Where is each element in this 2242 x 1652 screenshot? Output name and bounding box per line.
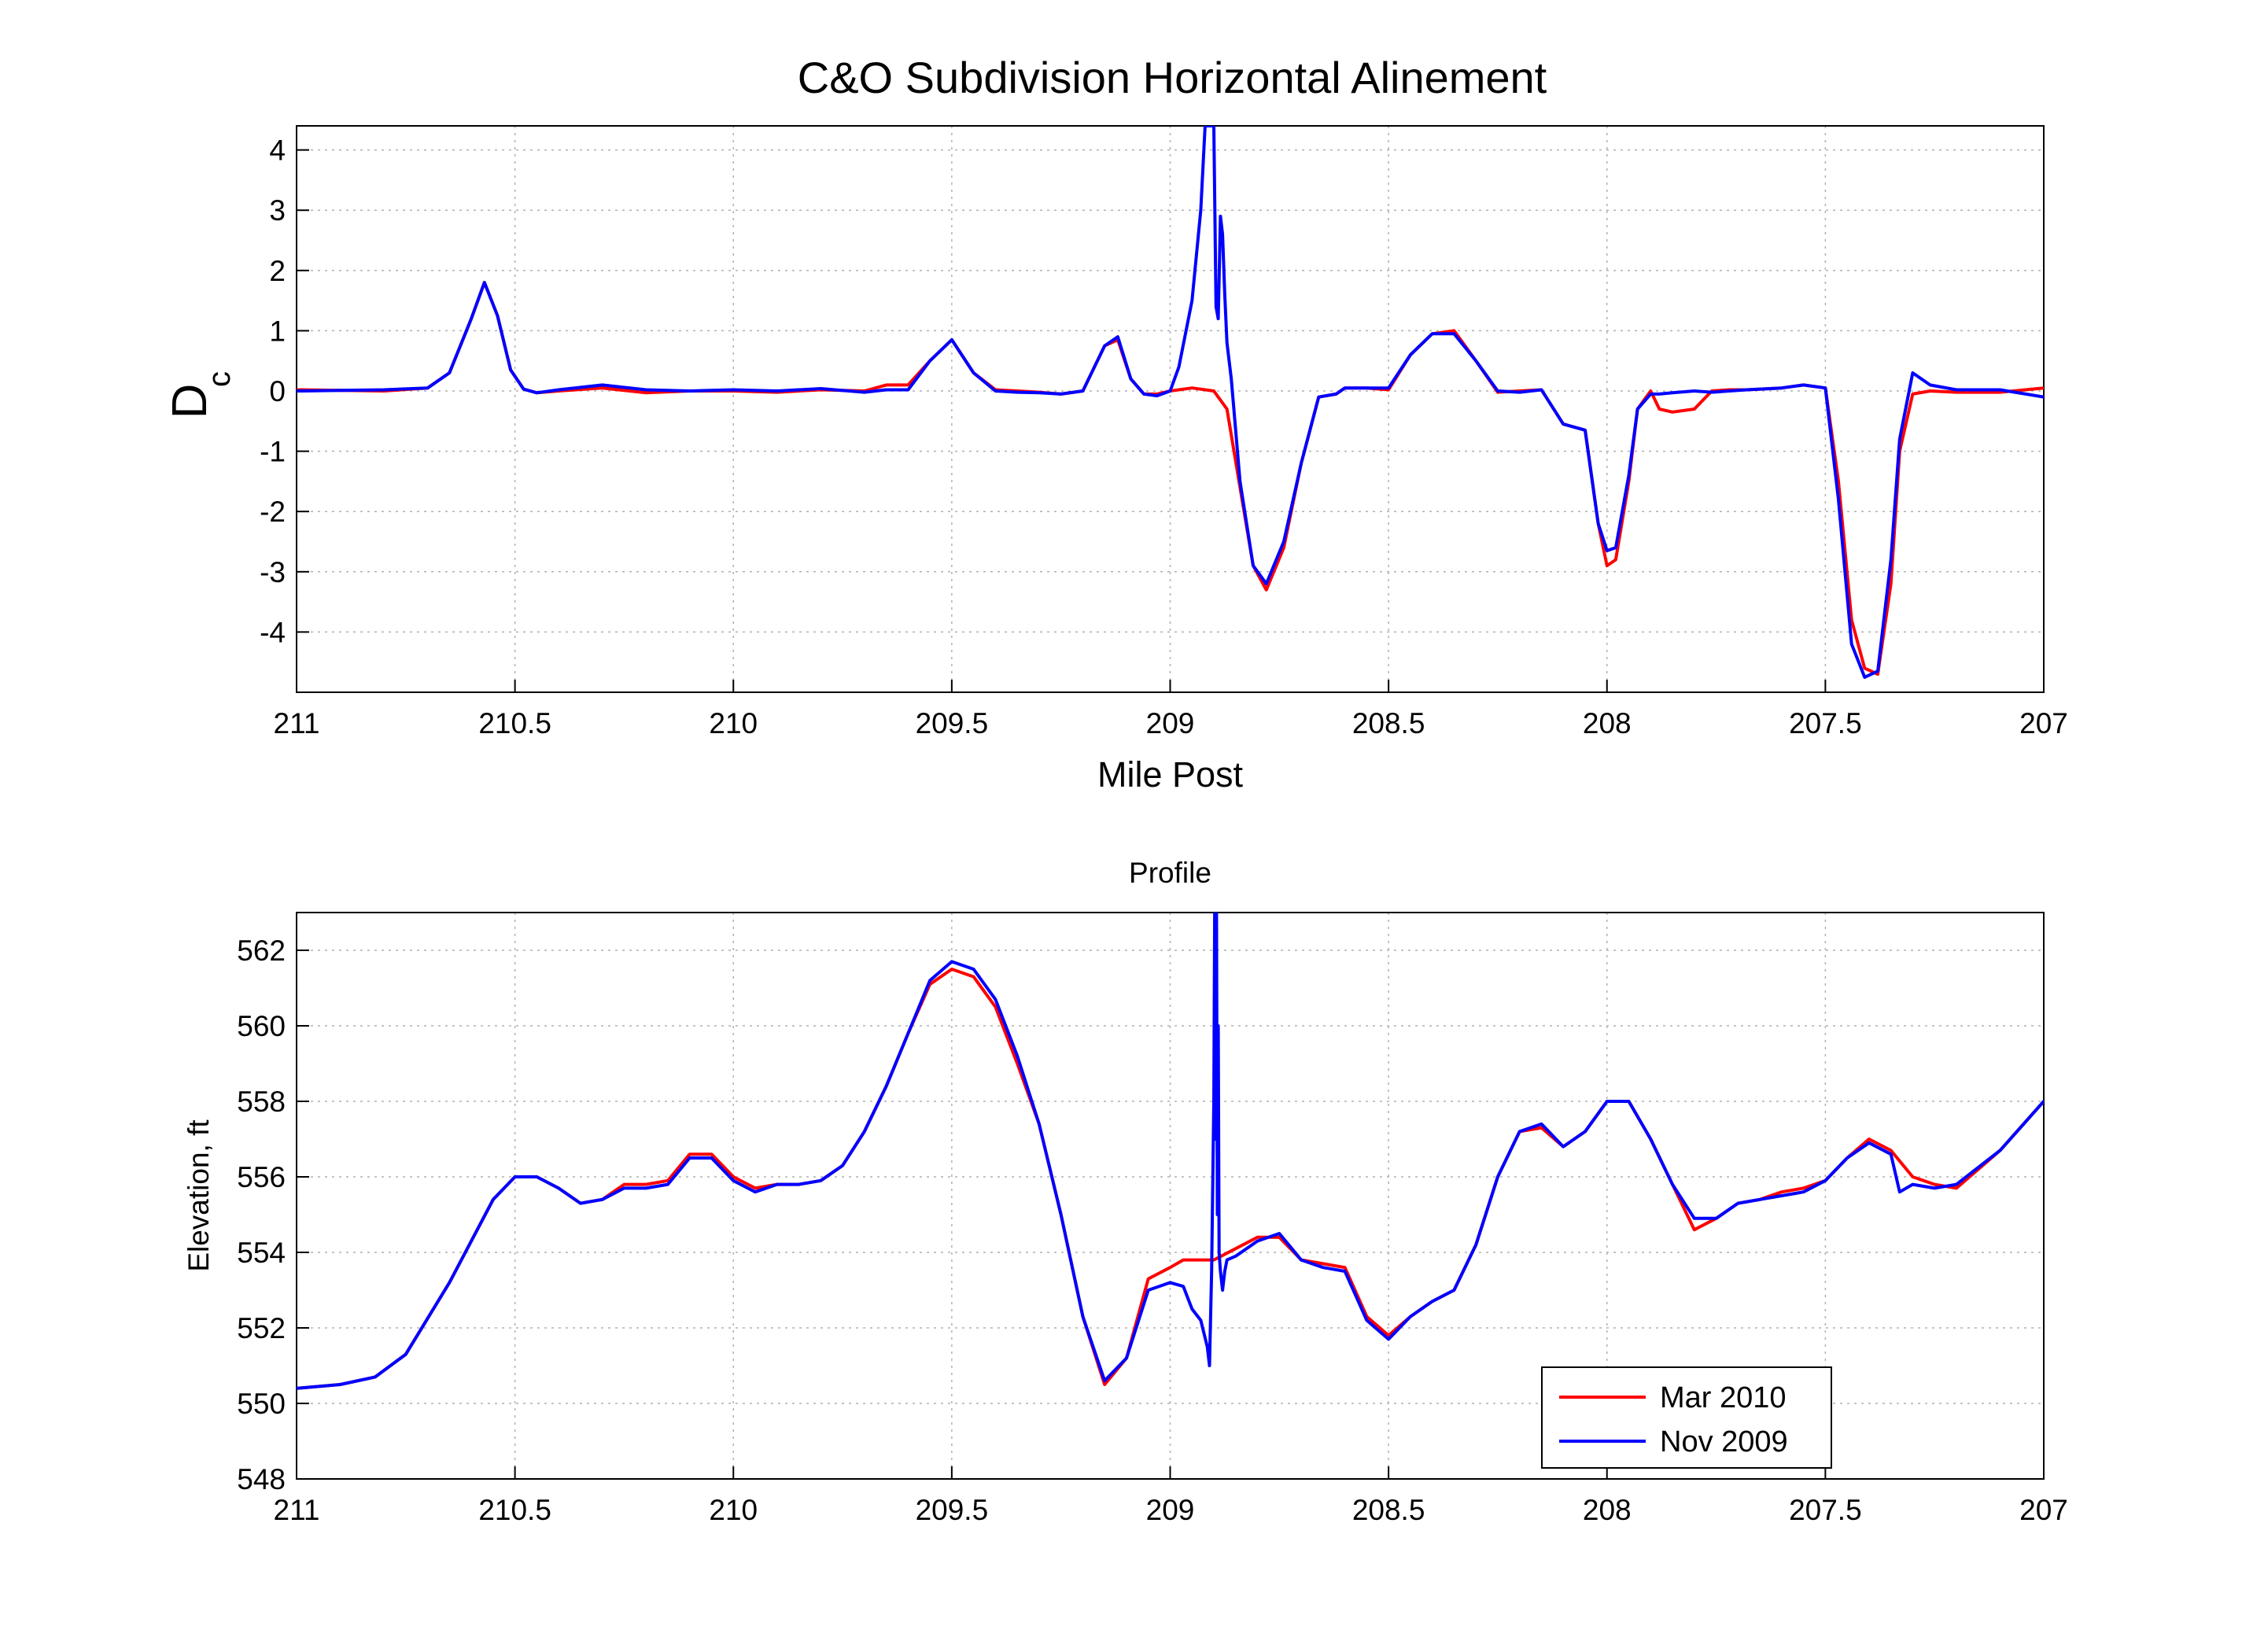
alinement-y-tick-label: -4 (260, 616, 286, 648)
profile-y-tick-label: 556 (237, 1161, 286, 1193)
alinement-y-tick-label: 2 (269, 255, 286, 287)
profile-x-tick-label: 208.5 (1352, 1494, 1425, 1526)
profile-y-tick-label: 552 (237, 1312, 286, 1344)
alinement-x-axis-label: Mile Post (1097, 754, 1244, 795)
profile-ticks: 211 210.5 210 209.5 209 208.5 208 207.5 207 562 56… (237, 935, 2068, 1526)
alinement-x-tick-label: 210 (709, 707, 758, 739)
alinement-series (297, 126, 2044, 679)
alinement-ticks: 211 210.5 210 209.5 209 208.5 208 207.5 20743210… (260, 135, 2068, 739)
profile-axes: Profile 211 210.5 210 209.5 209 208.5 208 207.5… (183, 857, 2068, 1526)
alinement-x-tick-label: 210.5 (478, 707, 551, 739)
alinement-x-tick-label: 209 (1146, 707, 1195, 739)
alinement-y-axis-label: D (163, 384, 217, 419)
alinement-y-tick-label: -3 (260, 556, 286, 588)
profile-y-tick-label: 548 (237, 1463, 286, 1495)
legend-label-mar-2010: Mar 2010 (1660, 1381, 1787, 1414)
profile-legend: Mar 2010 Nov 2009 (1541, 1366, 1832, 1469)
alinement-x-tick-label: 211 (274, 707, 320, 739)
alinement-y-tick-label: 4 (269, 135, 286, 167)
alinement-y-axis-label-subscript: c (202, 371, 237, 387)
alinement-x-tick-label: 207.5 (1789, 707, 1862, 739)
alinement-axes: 211 210.5 210 209.5 209 208.5 208 207.5 20743210… (163, 125, 2068, 795)
profile-x-tick-label: 208 (1583, 1494, 1632, 1526)
profile-x-tick-label: 210.5 (478, 1494, 551, 1526)
figure-title: C&O Subdivision Horizontal Alinement (798, 53, 1547, 102)
alinement-y-axis-label-group: D c (163, 371, 237, 419)
alinement-x-tick-label: 208 (1583, 707, 1632, 739)
legend-box (1541, 1366, 1832, 1469)
alinement-x-tick-label: 207 (2019, 707, 2068, 739)
profile-y-tick-label: 560 (237, 1010, 286, 1042)
profile-x-tick-label: 207 (2019, 1494, 2068, 1526)
profile-y-tick-label: 554 (237, 1237, 286, 1269)
legend-label-nov-2009: Nov 2009 (1660, 1425, 1788, 1458)
profile-x-tick-label: 209 (1146, 1494, 1195, 1526)
alinement-y-tick-label: -1 (260, 436, 286, 468)
profile-x-tick-label: 209.5 (916, 1494, 989, 1526)
profile-series-nov-2009 (297, 913, 2044, 1390)
profile-x-tick-label: 210 (709, 1494, 758, 1526)
alinement-y-tick-label: 3 (269, 194, 286, 227)
profile-x-tick-label: 211 (274, 1494, 320, 1526)
alinement-x-tick-label: 209.5 (916, 707, 989, 739)
profile-title: Profile (1129, 857, 1211, 889)
profile-x-tick-label: 207.5 (1789, 1494, 1862, 1526)
profile-y-tick-label: 558 (237, 1086, 286, 1118)
alinement-series-nov-2009 (297, 126, 2044, 679)
alinement-grid (296, 126, 2045, 692)
profile-y-axis-label: Elevation, ft (183, 1119, 215, 1272)
profile-y-tick-label: 562 (237, 935, 286, 967)
profile-y-tick-label: 550 (237, 1388, 286, 1420)
alinement-x-tick-label: 208.5 (1352, 707, 1425, 739)
alinement-y-tick-label: 0 (269, 375, 286, 407)
alinement-y-tick-label: 1 (269, 315, 286, 347)
profile-series (297, 913, 2044, 1390)
alinement-y-tick-label: -2 (260, 496, 286, 528)
